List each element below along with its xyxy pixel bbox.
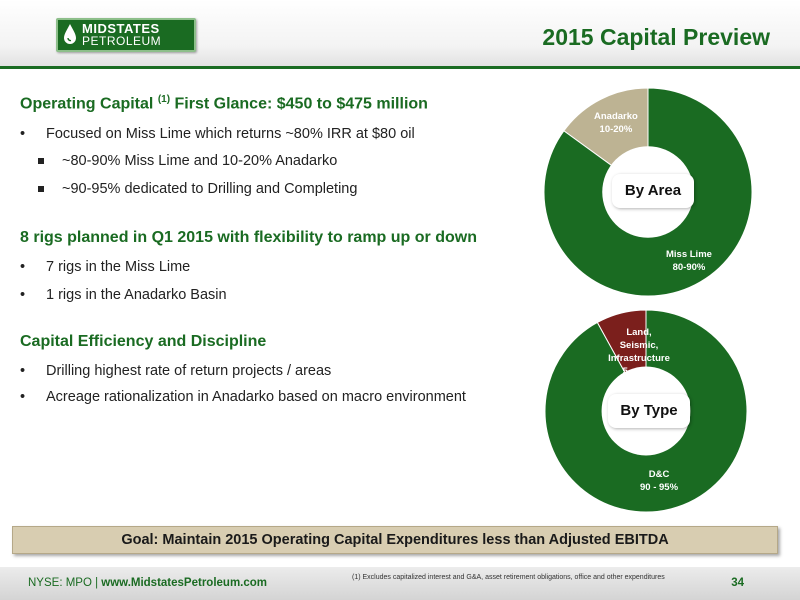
bullet-dot-icon: • — [20, 389, 26, 405]
footer-bar — [0, 567, 800, 600]
slice-label-name: Land, Seismic, Infrastructure — [608, 327, 670, 364]
sub-bullet-item: ~80-90% Miss Lime and 10-20% Anadarko — [38, 153, 338, 169]
company-logo: MIDSTATES PETROLEUM — [56, 18, 196, 52]
bullet-dot-icon: • — [20, 126, 26, 142]
bullet-text: Acreage rationalization in Anadarko base… — [46, 389, 466, 405]
bullet-item: • Acreage rationalization in Anadarko ba… — [20, 389, 466, 405]
bullet-text: 1 rigs in the Anadarko Basin — [46, 287, 227, 303]
bullet-item: • 1 rigs in the Anadarko Basin — [20, 287, 227, 303]
page-title: 2015 Capital Preview — [542, 24, 770, 50]
heading-text: Operating Capital — [20, 95, 154, 113]
slice-label-name: Anadarko — [594, 111, 638, 122]
sub-bullet-item: ~90-95% dedicated to Drilling and Comple… — [38, 181, 358, 197]
chart-center-label: By Area — [612, 174, 694, 208]
logo-wordmark: MIDSTATES — [82, 21, 160, 36]
website-link[interactable]: www.MidstatesPetroleum.com — [101, 577, 268, 589]
ticker-text: NYSE: MPO | — [28, 577, 102, 589]
slice-label-value: 5 - 10% — [622, 366, 656, 377]
heading-text-rest: First Glance: $450 to $475 million — [174, 95, 428, 113]
chart-center-label: By Type — [608, 394, 690, 428]
bullet-dot-icon: • — [20, 287, 26, 303]
section-heading-capital-efficiency: Capital Efficiency and Discipline — [20, 333, 267, 350]
bullet-item: • Focused on Miss Lime which returns ~80… — [20, 126, 415, 142]
section-heading-operating-capital: Operating Capital (1) First Glance: $450… — [20, 94, 428, 113]
slice-label-value: 80-90% — [672, 262, 706, 273]
bullet-dot-icon: • — [20, 259, 26, 275]
oil-drop-icon — [64, 24, 76, 44]
bullet-text: ~90-95% dedicated to Drilling and Comple… — [62, 181, 358, 197]
area-donut-chart: Anadarko 10-20% Miss Lime 80-90% By Area — [540, 87, 760, 297]
type-donut-chart: Land, Seismic, Infrastructure 5 - 10% D&… — [542, 309, 754, 514]
slice-label-value: 10-20% — [599, 124, 633, 135]
header-divider — [0, 66, 800, 69]
bullet-item: • Drilling highest rate of return projec… — [20, 363, 332, 379]
page-number: 34 — [731, 577, 744, 589]
bullet-text: Focused on Miss Lime which returns ~80% … — [46, 126, 415, 142]
bullet-item: • 7 rigs in the Miss Lime — [20, 259, 191, 275]
bullet-dot-icon: • — [20, 363, 26, 379]
slice-label-name: D&C — [648, 469, 670, 480]
footer-ticker: NYSE: MPO | www.MidstatesPetroleum.com — [28, 577, 267, 589]
slice-label-name: Miss Lime — [666, 249, 712, 260]
slice-label-land-seismic: Land, Seismic, Infrastructure 5 - 10% — [606, 326, 672, 378]
footnote: (1) Excludes capitalized interest and G&… — [352, 574, 665, 581]
square-bullet-icon — [38, 158, 44, 164]
slice-label-anadarko: Anadarko 10-20% — [594, 110, 638, 136]
logo-subtext: PETROLEUM — [82, 34, 162, 48]
bullet-text: ~80-90% Miss Lime and 10-20% Anadarko — [62, 153, 338, 169]
bullet-text: 7 rigs in the Miss Lime — [46, 259, 191, 275]
slice-label-dc: D&C 90 - 95% — [640, 468, 678, 494]
slice-label-value: 90 - 95% — [640, 482, 679, 493]
section-heading-rigs: 8 rigs planned in Q1 2015 with flexibili… — [20, 229, 477, 246]
bullet-text: Drilling highest rate of return projects… — [46, 363, 332, 379]
slice-label-miss-lime: Miss Lime 80-90% — [666, 248, 712, 274]
goal-banner: Goal: Maintain 2015 Operating Capital Ex… — [12, 526, 778, 554]
square-bullet-icon — [38, 186, 44, 192]
footnote-marker: (1) — [157, 94, 171, 105]
